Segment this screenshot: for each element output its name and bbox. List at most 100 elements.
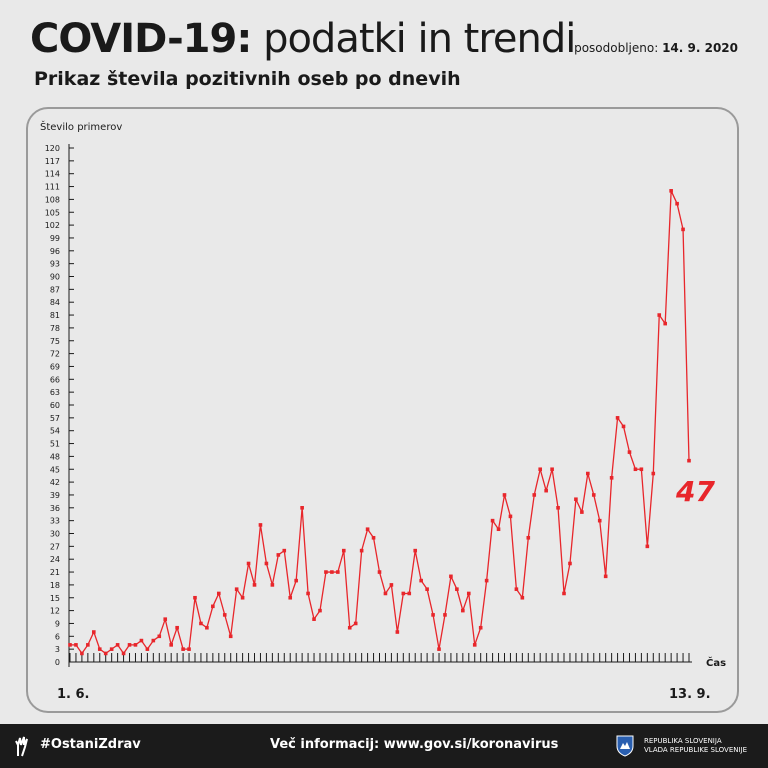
y-tick-label: 54 — [50, 427, 60, 436]
data-point — [455, 587, 459, 591]
data-point — [580, 510, 584, 514]
y-tick-label: 45 — [50, 465, 60, 474]
data-point — [169, 643, 173, 647]
data-point — [574, 497, 578, 502]
data-point — [324, 570, 328, 574]
data-point — [175, 625, 179, 630]
data-point — [538, 467, 543, 472]
data-point — [300, 506, 304, 510]
data-point — [603, 574, 608, 579]
data-point — [228, 634, 233, 639]
data-point — [562, 591, 566, 596]
y-tick-label: 87 — [50, 285, 60, 294]
y-tick-label: 78 — [50, 324, 60, 333]
data-point — [187, 647, 191, 651]
data-point — [234, 587, 239, 591]
page-title: COVID-19: podatki in trendi — [30, 14, 576, 64]
y-tick-label: 69 — [50, 362, 60, 371]
y-tick-label: 102 — [45, 221, 60, 230]
y-tick-label: 81 — [50, 311, 60, 320]
data-point — [675, 201, 679, 206]
more-info-link[interactable]: Več informacij: www.gov.si/koronavirus — [270, 737, 559, 752]
y-tick-label: 9 — [55, 619, 60, 628]
y-tick-label: 84 — [50, 298, 60, 307]
data-point — [615, 416, 620, 420]
line-chart: 0369121518212427303336394245485154576063… — [40, 120, 726, 702]
data-point — [193, 595, 197, 600]
data-point — [294, 578, 298, 583]
data-point — [657, 313, 662, 317]
data-point — [651, 471, 656, 476]
data-point — [97, 647, 102, 651]
data-point — [336, 570, 340, 574]
data-point — [681, 227, 685, 232]
data-point — [216, 591, 221, 596]
last-value-label: 47 — [675, 475, 715, 508]
y-tick-label: 3 — [55, 645, 60, 654]
data-point — [687, 458, 691, 463]
data-point — [115, 643, 120, 647]
data-point — [520, 595, 525, 600]
data-point — [508, 514, 513, 519]
data-point — [472, 643, 477, 647]
data-point — [252, 583, 257, 587]
data-point — [466, 591, 471, 596]
chart-subtitle: Prikaz števila pozitivnih oseb po dnevih — [34, 68, 461, 90]
data-point — [645, 544, 650, 549]
data-point — [359, 548, 364, 553]
y-tick-label: 18 — [50, 581, 60, 590]
data-point — [377, 570, 382, 574]
y-tick-label: 114 — [45, 170, 60, 179]
updated-value: 14. 9. 2020 — [662, 41, 738, 55]
hand-icon — [14, 735, 30, 761]
y-tick-label: 48 — [50, 452, 60, 461]
data-point — [478, 625, 483, 630]
data-point — [443, 613, 447, 617]
y-tick-label: 99 — [50, 234, 60, 243]
data-point — [68, 643, 72, 647]
data-point — [550, 467, 554, 472]
data-point — [318, 608, 322, 613]
data-point — [240, 595, 245, 600]
footer-bar: #OstaniZdrav Več informacij: www.gov.si/… — [0, 724, 768, 768]
title-bold: COVID-19: — [30, 16, 252, 62]
data-point — [133, 643, 138, 647]
y-tick-label: 0 — [55, 658, 60, 667]
y-tick-label: 24 — [50, 555, 60, 564]
data-point — [502, 493, 507, 497]
data-point — [437, 647, 441, 651]
x-axis-label: Čas — [706, 656, 726, 669]
y-tick-label: 105 — [45, 208, 60, 217]
data-point — [365, 527, 370, 532]
y-tick-label: 75 — [50, 337, 60, 346]
y-tick-label: 63 — [50, 388, 60, 397]
chart-panel — [26, 107, 739, 713]
data-point — [371, 535, 376, 540]
y-tick-label: 93 — [50, 260, 60, 269]
data-point — [222, 613, 227, 617]
data-point — [419, 578, 423, 583]
data-point — [145, 647, 150, 651]
data-point — [389, 583, 394, 587]
data-point — [151, 638, 156, 643]
data-point — [347, 625, 352, 630]
series-line — [70, 190, 690, 655]
data-point — [109, 647, 114, 651]
data-point — [383, 591, 388, 596]
government-label: REPUBLIKA SLOVENIJA VLADA REPUBLIKE SLOVE… — [644, 737, 748, 754]
data-point — [330, 570, 334, 574]
data-point — [490, 518, 495, 523]
data-point — [163, 617, 168, 621]
y-tick-label: 96 — [50, 247, 60, 256]
y-tick-label: 51 — [50, 440, 60, 449]
hashtag-link[interactable]: #OstaniZdrav — [40, 737, 141, 752]
y-tick-label: 39 — [50, 491, 60, 500]
x-end-label: 13. 9. — [669, 687, 711, 702]
data-point — [288, 595, 293, 600]
data-point — [306, 591, 310, 596]
data-point — [121, 651, 126, 656]
data-point — [246, 561, 251, 566]
y-tick-label: 72 — [50, 350, 60, 359]
y-tick-label: 36 — [50, 504, 60, 513]
data-point — [181, 647, 185, 651]
